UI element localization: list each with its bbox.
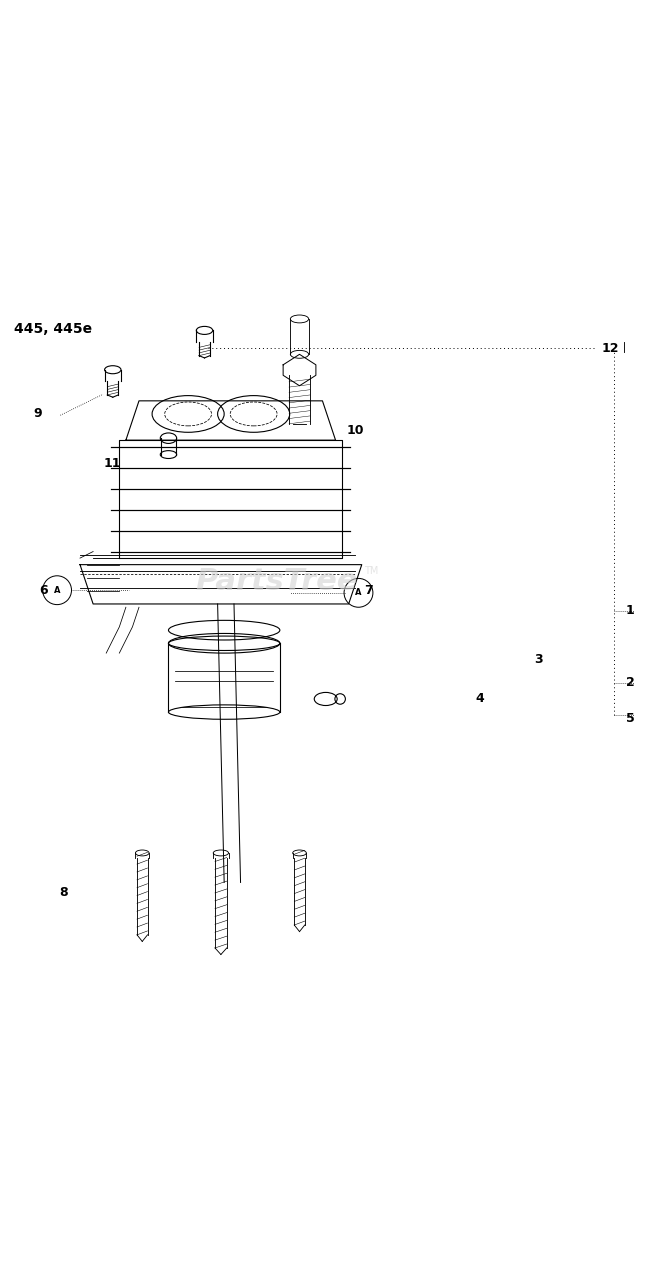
Ellipse shape (290, 315, 309, 323)
Text: 6: 6 (39, 585, 48, 598)
Text: 10: 10 (347, 424, 364, 436)
Text: A: A (355, 589, 362, 598)
Text: 3: 3 (534, 653, 543, 666)
Text: 2: 2 (626, 676, 635, 689)
Text: 12: 12 (602, 342, 619, 355)
Text: 9: 9 (33, 407, 41, 420)
Text: 1: 1 (626, 604, 635, 617)
Text: 445, 445e: 445, 445e (14, 321, 93, 335)
Text: 5: 5 (626, 712, 635, 726)
Text: 4: 4 (475, 692, 484, 705)
Text: PartsTree: PartsTree (195, 567, 358, 595)
Text: A: A (54, 586, 61, 595)
Text: TM: TM (365, 566, 379, 576)
Text: 11: 11 (104, 457, 122, 470)
Text: 7: 7 (364, 585, 372, 598)
Text: 8: 8 (59, 886, 68, 899)
